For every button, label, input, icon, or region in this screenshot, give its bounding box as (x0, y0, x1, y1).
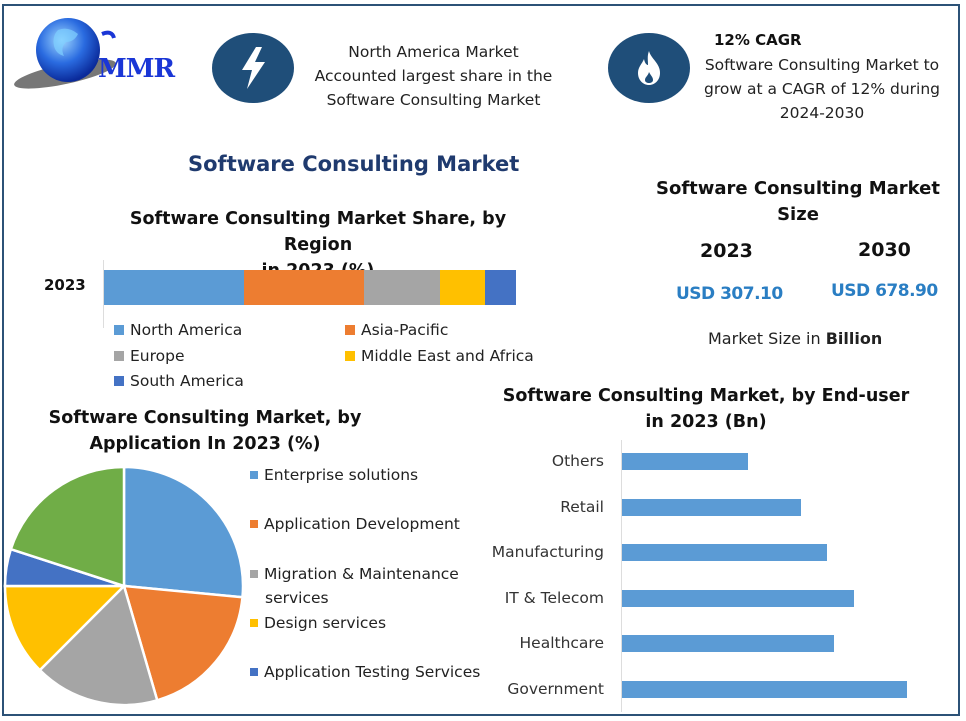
region-segment (439, 270, 486, 305)
title-line: Software Consulting Market, by (48, 408, 362, 428)
end-user-category-labels: Others Retail Manufacturing IT & Telecom Hea… (440, 0, 604, 721)
swatch (345, 351, 355, 361)
pie-slice (9, 465, 126, 588)
region-segment (363, 270, 440, 305)
swatch (250, 619, 258, 627)
title-line: Software Consulting Market (656, 178, 940, 199)
cagr-title: 12% CAGR (714, 31, 802, 49)
category-label: Retail (560, 498, 604, 516)
end-user-bar (622, 544, 827, 561)
lightning-icon (242, 47, 265, 89)
legend-mea: Middle East and Africa (345, 347, 534, 365)
legend-migration-maintenance: Migration & Maintenance (250, 565, 459, 583)
highlight-line: Accounted largest share in the (314, 67, 553, 85)
swatch (114, 325, 124, 335)
legend-application-development: Application Development (250, 515, 460, 533)
flame-badge (608, 33, 690, 103)
region-stacked-bar (104, 270, 516, 305)
end-user-bar (622, 635, 834, 652)
pie-slice (122, 465, 245, 599)
swatch (250, 570, 258, 578)
legend-label: Middle East and Africa (361, 347, 534, 365)
legend-label: South America (130, 372, 244, 390)
legend-asia-pacific: Asia-Pacific (345, 321, 448, 339)
legend-label: Migration & Maintenance (264, 565, 459, 583)
region-segment (485, 270, 516, 305)
highlight-line: North America Market (348, 43, 519, 61)
application-chart-title: Software Consulting Market, by Applicati… (40, 405, 370, 457)
title-line: Application In 2023 (%) (89, 434, 321, 454)
category-label: Manufacturing (491, 543, 604, 561)
legend-europe: Europe (114, 347, 185, 365)
legend-north-america: North America (114, 321, 242, 339)
end-user-bars (622, 0, 952, 721)
note-prefix: Market Size in (708, 329, 826, 348)
legend-south-america: South America (114, 372, 244, 390)
highlight-line: Software Consulting Market (326, 91, 541, 109)
title-line: Software Consulting Market, by End-user (502, 386, 910, 406)
title-line: Software Consulting Market Share, by Reg… (129, 209, 507, 255)
globe-icon (14, 18, 116, 89)
category-label: Others (551, 452, 604, 470)
legend-label: Design services (264, 614, 387, 632)
swatch (345, 325, 355, 335)
legend-label: Asia-Pacific (361, 321, 449, 339)
region-segment (104, 270, 245, 305)
pie-slice (3, 584, 128, 672)
flame-icon (638, 51, 660, 85)
category-label: IT & Telecom (504, 589, 604, 607)
legend-enterprise-solutions: Enterprise solutions (250, 466, 418, 484)
logo-text: MMR (98, 54, 175, 84)
legend-label: Enterprise solutions (264, 466, 419, 484)
lightning-badge (212, 33, 294, 103)
mmr-logo: MMR (10, 12, 190, 92)
size-year-2030: 2030 (858, 239, 911, 261)
legend-application-testing: Application Testing Services (250, 663, 480, 681)
legend-label-continued: services (265, 589, 329, 607)
swatch (250, 668, 258, 676)
application-pie-chart (3, 465, 245, 707)
legend-label: Application Development (264, 515, 460, 533)
note-unit: Billion (825, 329, 883, 348)
size-value-2023: USD 307.10 (676, 284, 783, 304)
swatch (114, 351, 124, 361)
highlight-line: Software Consulting Market to (704, 56, 940, 74)
pie-slice (122, 584, 244, 702)
legend-label: North America (130, 321, 243, 339)
end-user-bar (622, 681, 907, 698)
end-user-bar (622, 499, 801, 516)
highlight-line: grow at a CAGR of 12% during (704, 80, 940, 98)
region-segment (244, 270, 364, 305)
legend-design-services: Design services (250, 614, 386, 632)
highlight-cagr: Software Consulting Market to grow at a … (697, 53, 947, 125)
title-line: Size (777, 204, 819, 225)
size-value-2030: USD 678.90 (831, 281, 938, 301)
highlight-line: 2024-2030 (779, 104, 865, 122)
size-year-2023: 2023 (700, 240, 753, 262)
region-bar-year-label: 2023 (44, 276, 86, 294)
highlight-north-america: North America Market Accounted largest s… (296, 40, 571, 112)
region-axis-line (103, 260, 104, 328)
swatch (250, 520, 258, 528)
end-user-axis-line (621, 440, 622, 712)
end-user-bar (622, 453, 748, 470)
legend-label: Application Testing Services (264, 663, 481, 681)
category-label: Healthcare (519, 634, 605, 652)
end-user-chart-title: Software Consulting Market, by End-user … (500, 383, 912, 435)
swatch (114, 376, 124, 386)
title-line: in 2023 (Bn) (645, 412, 767, 432)
swatch (250, 471, 258, 479)
page-title: Software Consulting Market (188, 152, 520, 176)
legend-label: Europe (130, 347, 185, 365)
category-label: Government (507, 680, 604, 698)
pie-slice (38, 583, 159, 707)
end-user-bar (622, 590, 854, 607)
market-size-title: Software Consulting Market Size (648, 176, 948, 228)
market-size-note: Market Size in Billion (708, 329, 882, 348)
